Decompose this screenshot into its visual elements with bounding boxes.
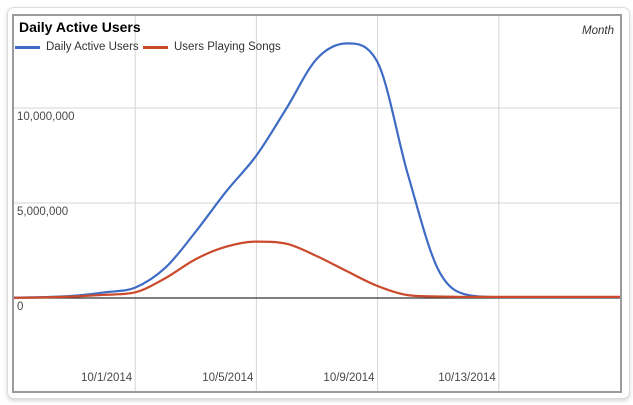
legend-label: Users Playing Songs xyxy=(174,41,281,53)
series-line-users-playing-songs xyxy=(14,240,620,299)
x-tick-label: 10/1/2014 xyxy=(81,372,133,384)
y-tick-label: 5,000,000 xyxy=(17,206,69,218)
y-tick-label: 0 xyxy=(17,301,24,313)
y-tick-label: 10,000,000 xyxy=(17,111,75,123)
x-axis-unit-label: Month xyxy=(582,25,614,37)
x-tick-label: 10/5/2014 xyxy=(202,372,254,384)
legend-label: Daily Active Users xyxy=(46,41,139,53)
legend-item: Daily Active Users xyxy=(15,40,139,54)
legend-swatch-icon xyxy=(15,45,40,49)
chart-frame: Daily Active Users Daily Active Users Use… xyxy=(12,14,622,393)
chart-card: Daily Active Users Daily Active Users Use… xyxy=(7,7,630,399)
chart-title: Daily Active Users xyxy=(19,19,141,35)
x-tick-label: 10/9/2014 xyxy=(323,372,375,384)
series-line-daily-active-users xyxy=(14,42,620,299)
chart-plot-area[interactable] xyxy=(14,16,620,391)
legend-swatch-icon xyxy=(143,45,168,49)
legend-item: Users Playing Songs xyxy=(143,40,281,54)
x-tick-label: 10/13/2014 xyxy=(438,372,496,384)
